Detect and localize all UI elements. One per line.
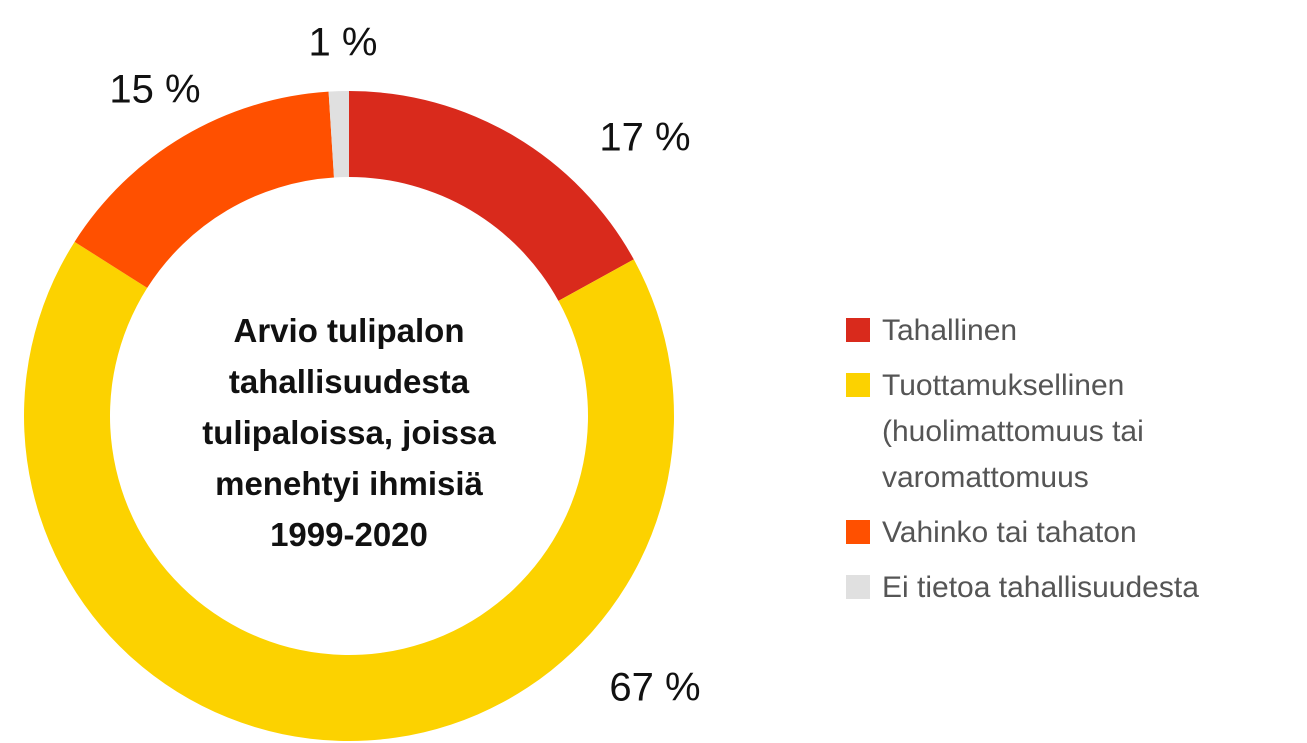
value-label: 67 % [609,666,700,710]
donut-segment [349,91,634,301]
value-label: 1 % [309,21,378,65]
value-label: 15 % [109,68,200,112]
legend: Tahallinen Tuottamuksellinen (huolimattom… [846,308,1306,620]
legend-item: Tuottamuksellinen (huolimattomuus tai va… [846,363,1306,501]
legend-item: Vahinko tai tahaton [846,510,1306,556]
donut-segment [24,241,675,741]
legend-label: Ei tietoa tahallisuudesta [882,571,1199,604]
legend-item: Tahallinen [846,308,1306,354]
legend-swatch [846,520,870,544]
legend-label: Vahinko tai tahaton [882,516,1137,549]
donut-segment [328,91,349,178]
legend-label: Tuottamuksellinen (huolimattomuus tai va… [882,369,1144,494]
legend-swatch [846,575,870,599]
legend-label: Tahallinen [882,314,1018,347]
legend-swatch [846,373,870,397]
chart-title: Arvio tulipalon tahallisuudesta tulipalo… [202,312,496,553]
legend-swatch [846,318,870,342]
donut-segment [74,91,334,288]
value-label: 17 % [599,116,690,160]
legend-item: Ei tietoa tahallisuudesta [846,565,1306,611]
